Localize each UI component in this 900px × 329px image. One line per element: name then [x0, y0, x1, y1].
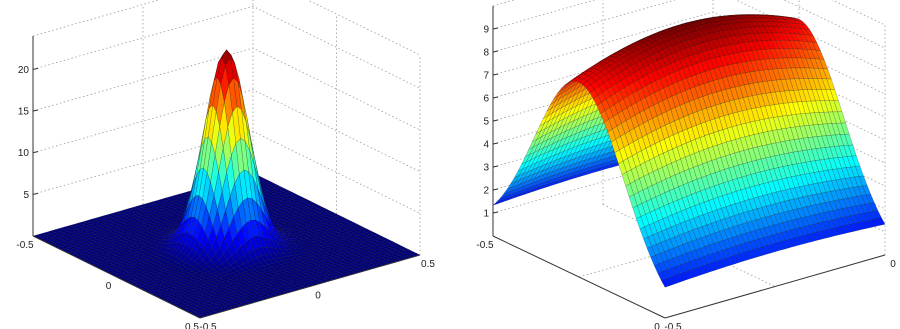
y-tick-label: 0: [315, 291, 321, 302]
z-tick-label: 6: [483, 94, 489, 105]
z-tick-label: 8: [483, 48, 489, 59]
x-tick-label: 0.5: [185, 322, 199, 329]
y-tick-label: 0: [890, 259, 896, 270]
z-tick-label: 15: [18, 107, 30, 118]
z-tick-label: 20: [18, 65, 30, 76]
z-tick-label: 1: [483, 209, 489, 220]
z-tick-label: 5: [23, 190, 29, 201]
z-tick-label: 9: [483, 25, 489, 36]
y-tick-label: 0.5: [421, 259, 435, 270]
z-tick-label: 7: [483, 71, 489, 82]
x-axis: [492, 235, 666, 319]
surface-plot-right: 1 2 3 4 5 6 7 8 9 -0.5 0 -0.5 0: [476, 0, 896, 329]
x-tick-label: 0: [106, 281, 112, 292]
surface-mesh: [32, 49, 421, 319]
y-tick-label: -0.5: [664, 322, 682, 329]
z-tick-label: 5: [483, 117, 489, 128]
grid-walls: [32, 0, 421, 287]
z-tick-label: 10: [18, 148, 30, 159]
z-tick-label: 2: [483, 186, 489, 197]
x-tick-label: -0.5: [476, 240, 494, 251]
x-tick-label: -0.5: [16, 240, 34, 251]
x-tick-label: 0: [654, 322, 660, 329]
y-tick-label: -0.5: [199, 322, 217, 329]
z-tick-label: 3: [483, 163, 489, 174]
z-tick-label: 4: [483, 140, 489, 151]
surface-mesh: [492, 14, 886, 288]
